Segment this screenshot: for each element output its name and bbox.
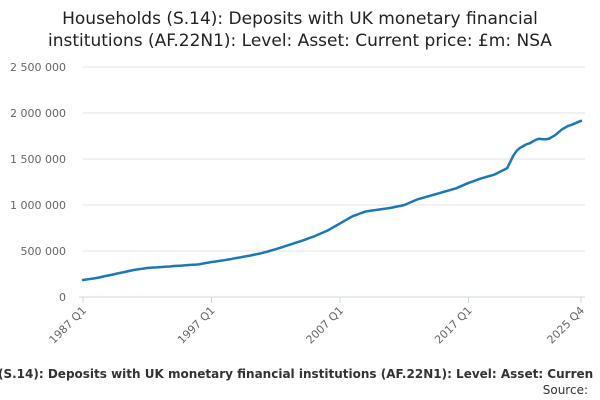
y-tick-label: 500 000 — [21, 245, 67, 258]
x-tick-label: 2007 Q1 — [304, 304, 347, 347]
x-tick-label: 1997 Q1 — [175, 304, 218, 347]
footer-title: (S.14): Deposits with UK monetary financ… — [0, 367, 593, 381]
x-tick-label: 1987 Q1 — [47, 304, 90, 347]
chart-title: Households (S.14): Deposits with UK mone… — [62, 9, 538, 29]
y-tick-label: 1 000 000 — [10, 199, 66, 212]
chart-title: institutions (AF.22N1): Level: Asset: Cu… — [48, 31, 552, 51]
source: Source: — [543, 383, 588, 397]
y-tick-label: 0 — [59, 291, 66, 304]
data-line — [81, 119, 583, 282]
y-tick-label: 1 500 000 — [10, 153, 66, 166]
y-tick-label: 2 000 000 — [10, 107, 66, 120]
y-tick-label: 2 500 000 — [10, 61, 66, 74]
x-tick-label: 2017 Q1 — [432, 304, 475, 347]
x-tick-label: 2025 Q4 — [545, 304, 588, 347]
